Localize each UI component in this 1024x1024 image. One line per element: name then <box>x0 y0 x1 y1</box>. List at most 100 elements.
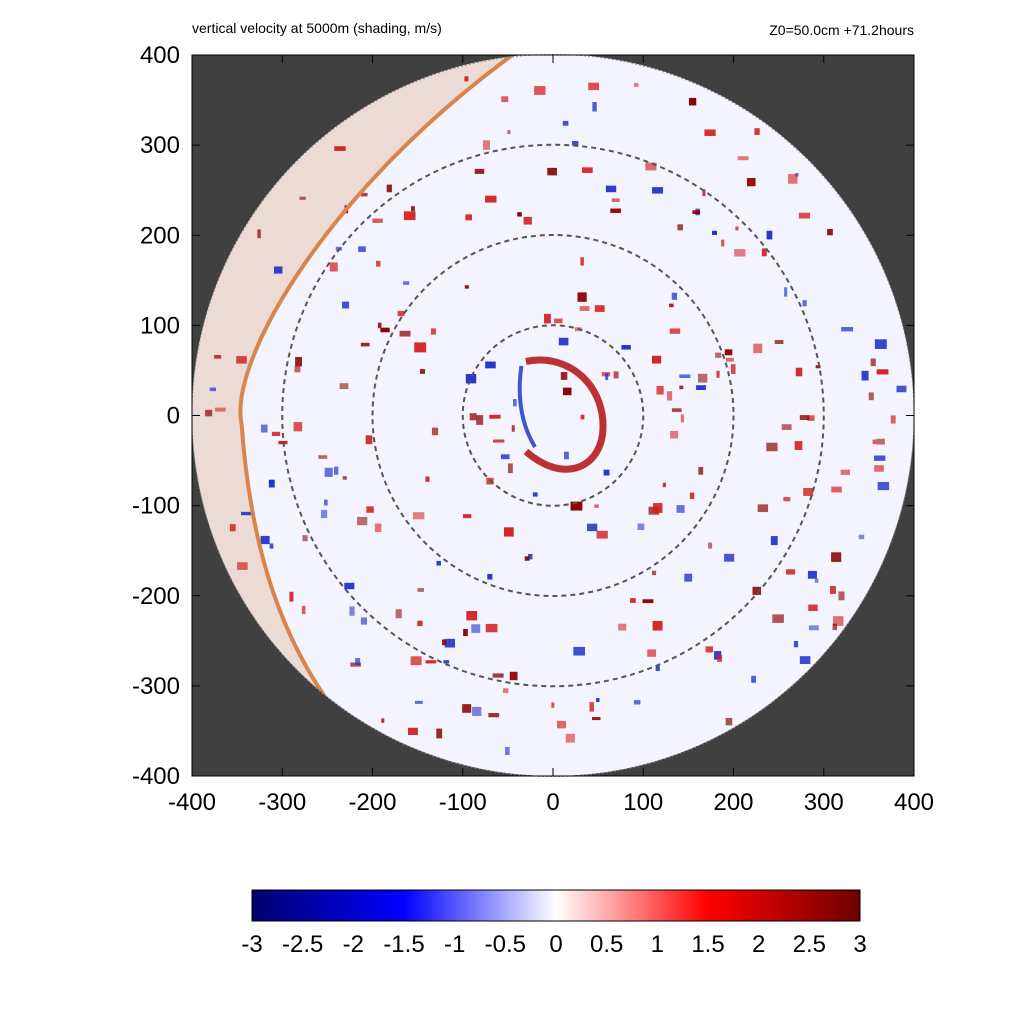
downdraft-cell <box>751 675 757 683</box>
downdraft-cell <box>877 481 890 491</box>
colorbar-tick-label: -2 <box>343 931 364 958</box>
updraft-cell <box>339 383 349 390</box>
updraft-cell <box>725 717 733 726</box>
updraft-cell <box>493 439 505 443</box>
updraft-cell <box>610 208 621 214</box>
updraft-cell <box>579 306 590 311</box>
updraft-cell <box>766 442 778 452</box>
updraft-cell <box>237 562 248 570</box>
downdraft-cell <box>858 534 865 540</box>
updraft-cell <box>876 438 885 445</box>
updraft-cell <box>774 340 784 345</box>
colorbar-tick-label: -3 <box>241 931 262 958</box>
updraft-cell <box>698 466 704 475</box>
x-tick-label: -300 <box>258 789 306 816</box>
downdraft-cell <box>679 374 691 379</box>
downdraft-cell <box>596 698 600 703</box>
updraft-cell <box>652 620 663 631</box>
eyewall-band <box>523 356 607 473</box>
updraft-cell <box>589 702 594 712</box>
updraft-cell <box>708 542 713 549</box>
updraft-cell <box>511 425 515 432</box>
updraft-cell <box>430 328 436 335</box>
downdraft-cell <box>587 523 598 532</box>
updraft-cell <box>229 524 236 532</box>
updraft-cell <box>488 713 500 718</box>
updraft-cell <box>653 503 663 513</box>
updraft-cell <box>271 431 281 437</box>
updraft-cell <box>509 671 518 681</box>
colorbar-tick-label: 0 <box>549 931 562 958</box>
downdraft-cell <box>603 469 610 476</box>
updraft-cell <box>534 86 546 95</box>
updraft-cell <box>781 424 792 430</box>
updraft-cell <box>476 415 484 425</box>
updraft-cell <box>425 476 430 482</box>
updraft-cell <box>547 167 557 176</box>
updraft-cell <box>730 364 736 374</box>
updraft-cell <box>295 356 303 367</box>
updraft-cell <box>772 614 784 623</box>
updraft-cell <box>492 673 504 678</box>
downdraft-cell <box>671 292 678 300</box>
x-tick-label: -100 <box>439 789 487 816</box>
updraft-cell <box>613 371 619 379</box>
updraft-cell <box>397 310 405 317</box>
downdraft-cell <box>532 492 538 497</box>
updraft-cell <box>630 598 636 603</box>
chart-subtitle-time: Z0=50.0cm +71.2hours <box>769 22 914 38</box>
updraft-cell <box>469 413 477 421</box>
updraft-cell <box>868 392 874 401</box>
updraft-cell <box>874 465 884 472</box>
colorbar-tick-label: 1.5 <box>691 931 724 958</box>
updraft-cell <box>705 646 714 653</box>
downdraft-cell <box>504 746 510 755</box>
downdraft-cell <box>342 301 350 309</box>
updraft-cell <box>464 76 469 82</box>
updraft-cell <box>380 327 390 333</box>
updraft-cell <box>329 262 338 272</box>
downdraft-cell <box>414 700 423 704</box>
updraft-cell <box>677 224 683 231</box>
downdraft-cell <box>513 399 517 407</box>
downdraft-cell <box>621 345 631 350</box>
updraft-cell <box>717 654 723 662</box>
downdraft-cell <box>528 553 533 560</box>
shaded-outer-region <box>192 55 513 776</box>
updraft-cell <box>876 369 889 375</box>
updraft-cell <box>560 372 568 380</box>
x-tick-label: 100 <box>623 789 663 816</box>
updraft-cell <box>715 352 722 358</box>
updraft-cell <box>807 415 815 421</box>
updraft-cell <box>366 506 374 513</box>
updraft-cell <box>753 343 763 354</box>
colorbar-tick-label: 2 <box>752 931 765 958</box>
updraft-cell <box>752 586 762 595</box>
updraft-cell <box>735 226 739 231</box>
range-ring <box>281 143 825 688</box>
downdraft-cell <box>209 387 216 392</box>
updraft-cell <box>794 441 803 450</box>
chart-title: vertical velocity at 5000m (shading, m/s… <box>192 20 442 36</box>
downdraft-cell <box>241 511 253 516</box>
downdraft-cell <box>592 102 597 112</box>
x-tick-label: 200 <box>713 789 753 816</box>
downdraft-cell <box>403 281 410 285</box>
updraft-cell <box>832 623 838 631</box>
downdraft-cell <box>444 638 456 648</box>
downdraft-cell <box>802 300 807 307</box>
updraft-cell <box>377 322 382 329</box>
updraft-cell <box>588 82 600 91</box>
downdraft-cell <box>558 337 569 346</box>
y-tick-label: -300 <box>132 673 180 700</box>
updraft-cell <box>798 212 811 219</box>
updraft-cell <box>591 717 601 721</box>
downdraft-cell <box>436 560 441 566</box>
updraft-cell <box>808 604 818 612</box>
updraft-cell <box>523 216 532 225</box>
eyewall-downdraft <box>517 365 537 449</box>
updraft-cell <box>524 556 530 561</box>
updraft-cell <box>580 414 585 420</box>
updraft-cell <box>501 96 509 103</box>
updraft-cell <box>556 720 567 729</box>
